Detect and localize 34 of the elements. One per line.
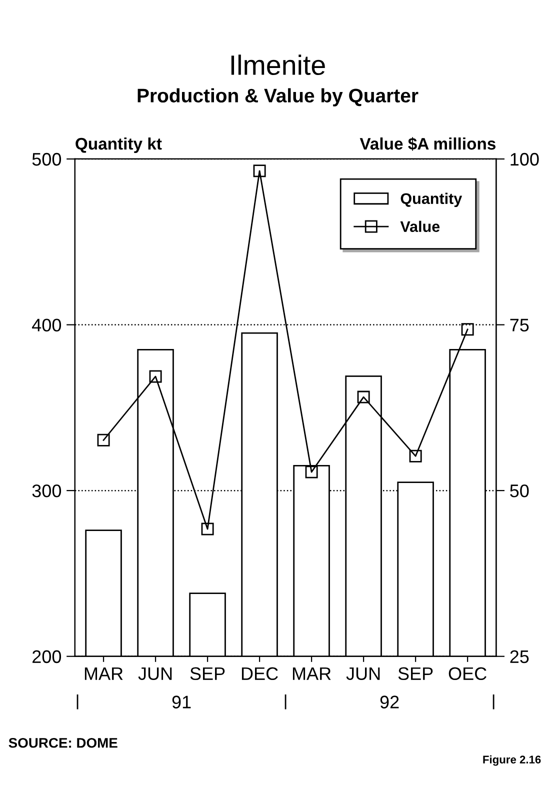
text: 92 <box>380 696 399 708</box>
y2-axis-title: Value $A millions <box>360 137 496 151</box>
x-tick-label: MAR <box>292 667 331 680</box>
y2-tick-label: 100 <box>510 152 539 166</box>
y-tick-label: 500 <box>32 152 62 166</box>
x-tick-label: SEP <box>398 667 433 680</box>
chart-title: Ilmenite <box>231 54 325 76</box>
y2-tick-label: 75 <box>510 318 529 332</box>
point <box>201 522 214 536</box>
source-note: SOURCE: DOME <box>8 738 118 748</box>
y-tick-label: 300 <box>32 484 62 498</box>
y-tick-label: 400 <box>32 318 62 332</box>
point <box>461 323 474 336</box>
caption: Figure 2.16 <box>483 755 541 766</box>
text: 91 <box>172 696 191 708</box>
x-tick-label: MAR <box>84 667 123 680</box>
y2-tick-label: 25 <box>510 650 529 664</box>
y2-tick-label: 50 <box>510 484 529 498</box>
x-tick-label: DEC <box>242 667 278 680</box>
x-tick-label: JUN <box>138 667 172 680</box>
x-tick-label: JUN <box>346 667 380 680</box>
point <box>97 434 110 446</box>
point <box>149 370 162 383</box>
chart-subtitle: Production & Value by Quarter <box>138 88 418 106</box>
point <box>357 390 370 404</box>
point <box>409 450 422 462</box>
x-tick-label: OEC <box>448 667 486 680</box>
legend-label: Quantity <box>400 192 462 208</box>
point <box>305 466 318 478</box>
y-axis-title: Quantity kt <box>76 137 162 153</box>
legend-label: Value <box>400 220 440 232</box>
point <box>253 164 266 178</box>
x-tick-label: SEP <box>190 667 225 680</box>
y-tick-label: 200 <box>32 650 62 664</box>
